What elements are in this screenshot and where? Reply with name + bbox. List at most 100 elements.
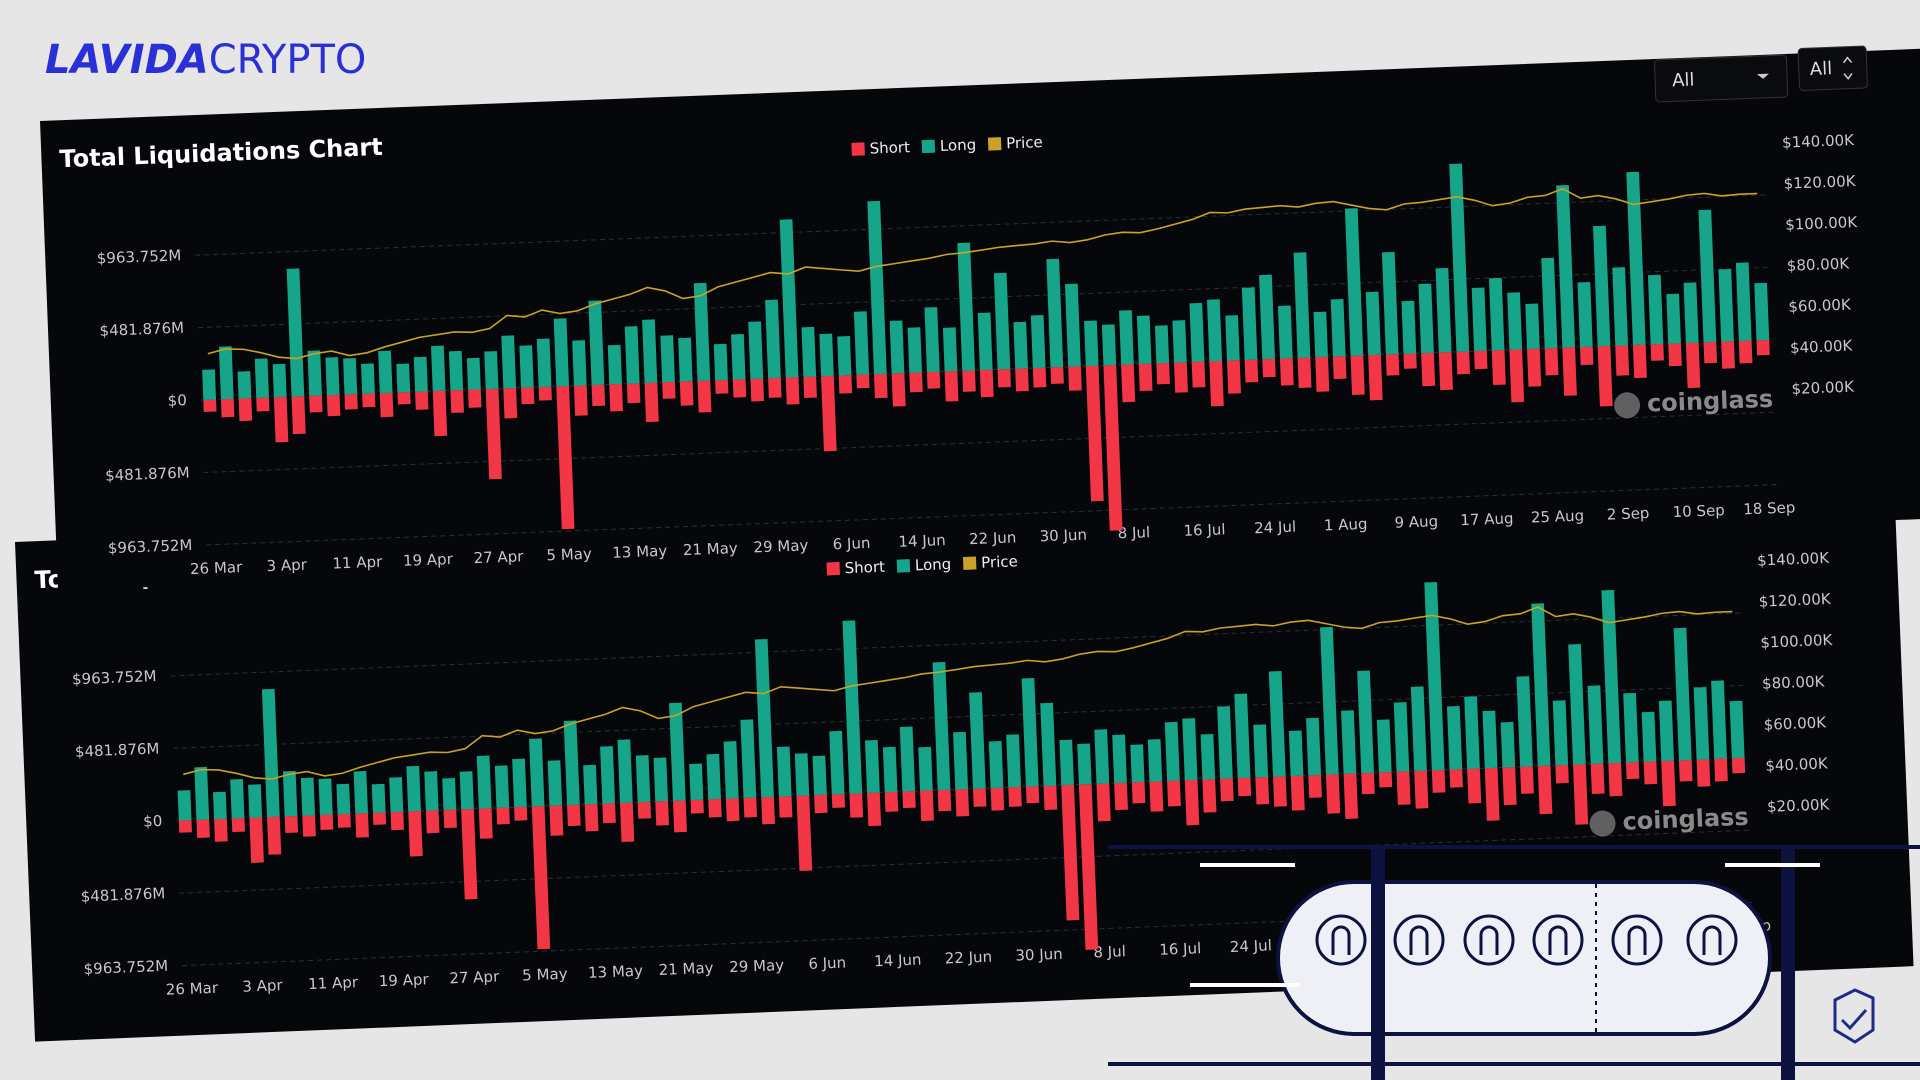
bar [325,357,340,396]
legend-label: Long [940,136,977,155]
bar [1661,760,1676,807]
bar [1094,729,1110,784]
dropdown-label[interactable]: All [1809,58,1832,80]
bar [768,377,782,398]
bar [1424,581,1445,771]
y-tick-label: $481.876M [80,884,165,905]
bar [1368,354,1383,401]
bar [468,389,482,408]
y2-tick-label: $140.00K [1757,549,1831,570]
bar [1357,670,1374,774]
logo-light: CRYPTO [209,37,367,83]
bar [1217,706,1233,779]
logo: LAVIDACRYPTO [45,37,366,83]
x-tick-label: 9 Aug [1394,512,1438,532]
bar [1685,342,1701,389]
bar [521,387,535,405]
y2-tick-label: $140.00K [1782,131,1856,152]
y-tick-label: $481.876M [99,319,184,340]
bar [1130,744,1145,783]
bar [776,746,792,797]
bar [1525,303,1540,350]
bar [697,380,712,413]
bar [779,219,799,378]
bar [873,373,888,399]
bar [496,807,510,825]
bar [1544,347,1559,376]
x-tick-label: 3 Apr [242,976,284,996]
y2-tick-label: $20.00K [1767,795,1831,816]
bar [957,242,975,371]
bar [856,374,870,389]
y-tick-label: $481.876M [105,464,190,485]
bar [1050,366,1064,384]
bar [415,391,429,410]
bar [519,345,534,388]
bar [1341,710,1357,774]
bar [821,375,837,452]
bar [803,376,817,398]
bar [617,739,633,803]
bar [607,344,622,385]
bar [761,796,775,825]
bar [1597,345,1613,407]
bar [979,369,994,398]
bar [353,771,368,814]
bar [1008,786,1022,807]
icon [1686,914,1738,966]
bar [476,755,492,809]
bar [432,390,448,437]
bar [378,350,393,394]
bar [450,389,464,414]
bar [1279,358,1294,386]
bar [1647,274,1664,345]
dropdown[interactable] [1653,54,1789,103]
bar [1414,770,1429,809]
bar [583,764,598,805]
bar [549,805,564,836]
bar [909,372,923,393]
bar [829,730,845,795]
bar [336,783,351,815]
bar [1085,365,1104,502]
x-tick-label: 14 Jun [874,950,922,970]
x-tick-label: 5 May [522,965,568,985]
bar [1293,252,1311,358]
dropdown-label[interactable]: All [1672,70,1695,92]
bar [690,799,704,814]
x-tick-label: 5 May [546,545,592,565]
x-tick-label: 6 Jun [832,534,870,553]
bar [1189,302,1205,363]
bar [431,345,446,392]
bar [1735,262,1752,341]
bar [267,816,282,855]
y2-tick-label: $40.00K [1765,754,1829,775]
dropdown[interactable] [1797,45,1868,91]
x-tick-label: 26 Mar [190,558,244,578]
bar [732,379,747,398]
y2-tick-label: $100.00K [1760,631,1834,652]
x-tick-label: 10 Sep [1672,501,1725,521]
y-tick-label: $0 [167,391,187,410]
bar [442,777,457,811]
bar [1471,287,1487,352]
bar [202,369,217,400]
bar [284,815,299,833]
x-tick-label: 2 Sep [1606,504,1649,524]
bar [1482,710,1498,769]
bar [1226,360,1241,394]
bar [1164,721,1180,781]
bar [1241,287,1258,360]
bar [838,375,853,394]
bar [918,746,933,791]
bar [443,809,457,829]
x-tick-label: 11 Apr [332,553,383,573]
bar [1167,780,1181,807]
bar [1666,293,1681,344]
bar [256,397,270,412]
bar [371,783,386,813]
bar [882,746,898,793]
bar [1650,343,1664,361]
legend-label: Price [1006,133,1043,152]
bar [889,320,905,374]
